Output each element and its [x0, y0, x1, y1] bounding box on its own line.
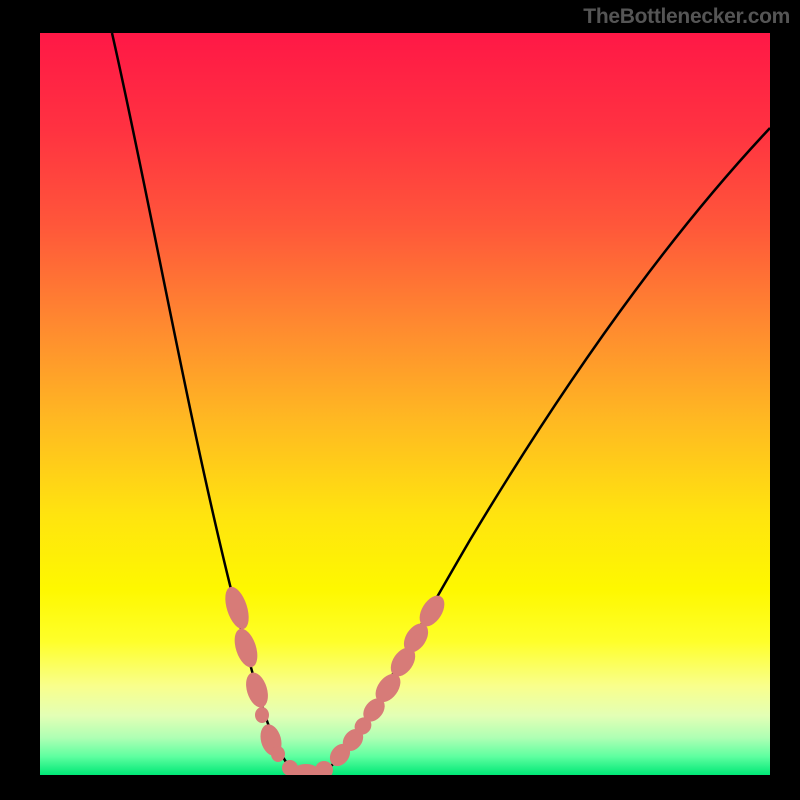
- watermark-text: TheBottlenecker.com: [583, 5, 790, 29]
- bottleneck-chart: [0, 0, 800, 800]
- marker-dot: [271, 746, 285, 762]
- marker-dot: [255, 707, 269, 723]
- marker-dot: [315, 761, 333, 779]
